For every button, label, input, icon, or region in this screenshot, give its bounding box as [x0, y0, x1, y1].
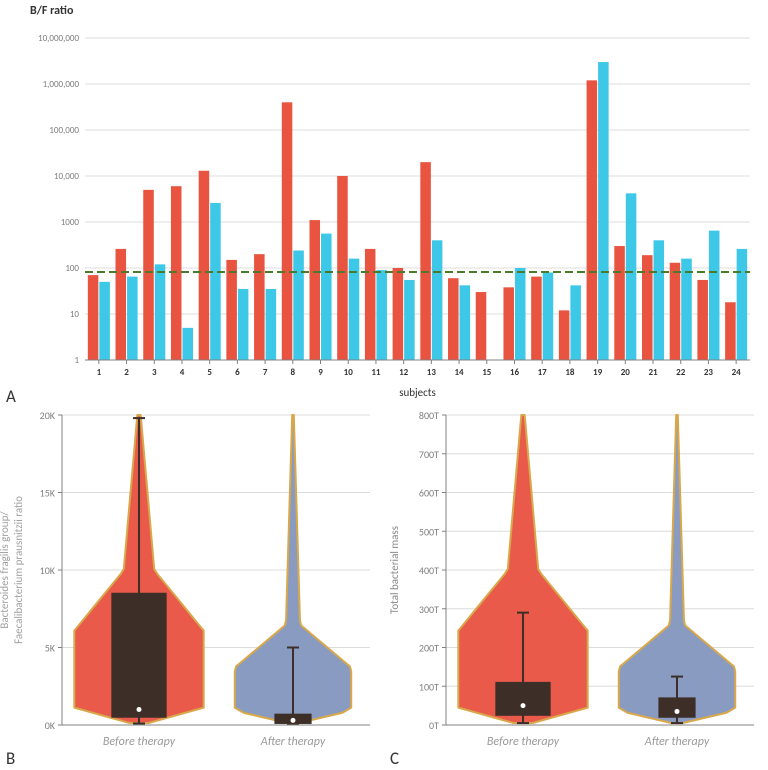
- svg-text:5K: 5K: [45, 642, 56, 655]
- svg-text:14: 14: [455, 367, 465, 378]
- svg-text:700T: 700T: [419, 448, 439, 461]
- svg-text:10,000: 10,000: [54, 171, 79, 182]
- svg-text:17: 17: [538, 367, 548, 378]
- svg-text:300T: 300T: [419, 603, 439, 616]
- panel-a-label: A: [6, 386, 16, 407]
- svg-text:16: 16: [510, 367, 520, 378]
- panel-b-chart: 0K 5K 10K 15K 20K Bacteroides fragilis group/…: [0, 405, 384, 765]
- svg-text:9: 9: [318, 367, 323, 378]
- svg-text:5: 5: [207, 367, 212, 378]
- svg-text:21: 21: [648, 367, 658, 378]
- svg-text:10K: 10K: [40, 564, 56, 577]
- svg-text:10: 10: [344, 367, 354, 378]
- svg-text:18: 18: [565, 367, 575, 378]
- svg-text:1,000,000: 1,000,000: [43, 79, 80, 90]
- svg-text:B/F ratio: B/F ratio: [30, 4, 74, 18]
- svg-text:800T: 800T: [419, 409, 439, 422]
- svg-text:subjects: subjects: [399, 386, 436, 399]
- svg-text:15: 15: [482, 367, 492, 378]
- svg-text:4: 4: [180, 367, 185, 378]
- svg-text:10: 10: [70, 309, 80, 320]
- panel-b-label: B: [6, 748, 15, 769]
- svg-text:7: 7: [263, 367, 268, 378]
- svg-text:After therapy: After therapy: [260, 735, 326, 749]
- svg-text:500T: 500T: [419, 525, 439, 538]
- svg-text:Faecalibacterium prausnitzii r: Faecalibacterium prausnitzii ratio: [12, 496, 25, 644]
- svg-text:0T: 0T: [429, 719, 439, 732]
- svg-text:2: 2: [124, 367, 129, 378]
- svg-text:1: 1: [74, 355, 79, 366]
- svg-text:24: 24: [732, 367, 742, 378]
- panel-a-chart: B/F ratio 1 10 100 1000 10,000 100,000 1,000,00…: [0, 0, 768, 400]
- svg-text:20: 20: [621, 367, 631, 378]
- svg-text:600T: 600T: [419, 487, 439, 500]
- svg-text:11: 11: [371, 367, 381, 378]
- svg-text:100: 100: [65, 263, 79, 274]
- svg-text:20K: 20K: [40, 409, 56, 422]
- svg-text:22: 22: [676, 367, 686, 378]
- svg-text:19: 19: [593, 367, 603, 378]
- svg-text:3: 3: [152, 367, 157, 378]
- svg-text:1: 1: [97, 367, 102, 378]
- svg-text:13: 13: [427, 367, 437, 378]
- svg-text:1000: 1000: [61, 217, 80, 228]
- svg-text:Bacteroides fragilis group/: Bacteroides fragilis group/: [0, 511, 11, 629]
- svg-text:23: 23: [704, 367, 714, 378]
- svg-text:100,000: 100,000: [49, 125, 79, 136]
- svg-text:Total bacterial mass: Total bacterial mass: [388, 526, 401, 614]
- svg-text:10,000,000: 10,000,000: [38, 33, 79, 44]
- svg-text:100T: 100T: [419, 680, 439, 693]
- svg-text:0K: 0K: [45, 719, 56, 732]
- svg-text:After therapy: After therapy: [644, 735, 710, 749]
- svg-text:6: 6: [235, 367, 240, 378]
- svg-text:12: 12: [399, 367, 409, 378]
- svg-text:Before therapy: Before therapy: [487, 735, 560, 749]
- svg-text:400T: 400T: [419, 564, 439, 577]
- svg-text:Before therapy: Before therapy: [103, 735, 176, 749]
- svg-text:200T: 200T: [419, 642, 439, 655]
- svg-text:8: 8: [291, 367, 296, 378]
- panel-c-label: C: [390, 748, 399, 769]
- panel-c-chart: 0T 100T 200T 300T 400T 500T 600T 700T 800T Total …: [384, 405, 768, 765]
- svg-text:15K: 15K: [40, 487, 56, 500]
